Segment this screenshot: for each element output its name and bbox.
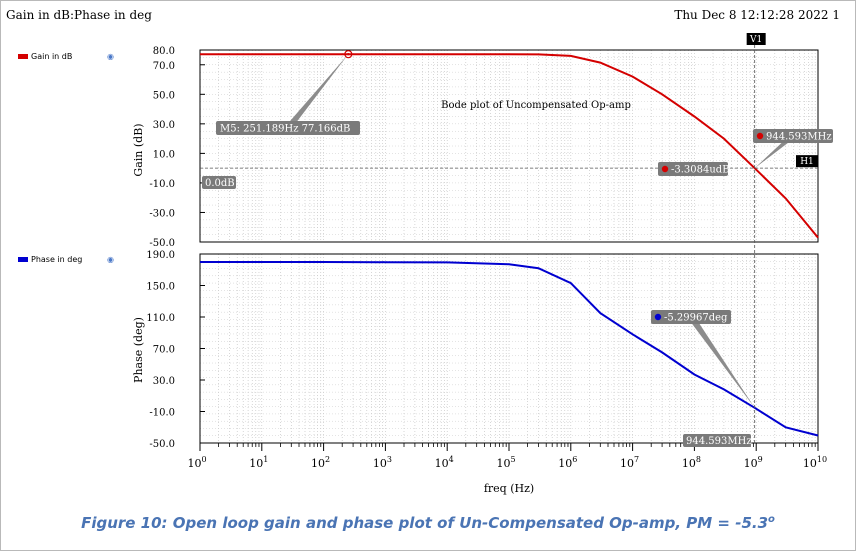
y-tick-label: -10.0 xyxy=(149,179,175,190)
x-tick-label: 104 xyxy=(435,455,454,470)
phase-callout-box xyxy=(651,310,731,324)
h-marker-badge xyxy=(796,155,818,168)
x-tick-label: 107 xyxy=(620,455,639,470)
bode-plot: 80.0 70.0 50.0 30.0 10.0 -10.0 -30.0 -50.0 190.… xyxy=(132,33,833,495)
phase-series xyxy=(200,261,819,437)
y-tick-label: 80.0 xyxy=(153,46,175,57)
y-tick-label: -50.0 xyxy=(149,238,175,249)
x-tick-label: 100 xyxy=(187,455,206,470)
series-line xyxy=(200,261,819,437)
phase-callout-pointer xyxy=(687,317,755,408)
phase-y-axis-label: Phase (deg) xyxy=(132,317,145,383)
x-tick-label: 106 xyxy=(558,455,577,470)
x-tick-label: 103 xyxy=(373,455,392,470)
x-axis-label: freq (Hz) xyxy=(484,482,534,495)
m5-callout-label: M5: 251.189Hz 77.166dB xyxy=(220,124,350,135)
legend-gain[interactable]: Gain in dB ◉ xyxy=(18,52,114,61)
y-tick-label: 30.0 xyxy=(153,120,175,131)
phase-axes: 190.0 150.0 110.0 70.0 30.0 -10.0 -50.0 xyxy=(146,250,819,450)
y-tick-label: 50.0 xyxy=(153,90,175,101)
m5-marker-dot xyxy=(347,52,350,56)
window-title: Gain in dB:Phase in deg xyxy=(6,8,152,22)
x-tick-label: 105 xyxy=(496,455,515,470)
gain-freq-callout-pointer xyxy=(754,136,797,169)
x-tick-label: 108 xyxy=(682,455,701,470)
h-marker-label: H1 xyxy=(800,157,814,167)
legend-phase[interactable]: Phase in deg ◉ xyxy=(18,255,114,264)
y-tick-label: -50.0 xyxy=(149,439,175,450)
y-tick-label: 70.0 xyxy=(153,345,175,356)
legend-swatch-phase xyxy=(18,257,28,262)
x-tick-label: 101 xyxy=(249,455,268,470)
caption-degree: o xyxy=(768,514,775,525)
x-tick-label: 109 xyxy=(744,455,763,470)
phase-callout-dot xyxy=(654,313,662,321)
y-tick-label: 190.0 xyxy=(146,250,175,261)
gain-value-callout-dot xyxy=(661,165,669,173)
gain-series xyxy=(200,53,819,239)
hline-label-box xyxy=(202,176,236,189)
gain-value-callout-label: -3.3084udB xyxy=(671,165,730,176)
phase-callout-label: -5.29967deg xyxy=(664,313,728,324)
chart-title: Bode plot of Uncompensated Op-amp xyxy=(441,100,631,111)
y-tick-label: 150.0 xyxy=(146,282,175,293)
gain-freq-callout-box xyxy=(753,129,833,143)
y-tick-label: 30.0 xyxy=(153,376,175,387)
phase-grid xyxy=(199,253,818,444)
m5-callout-box xyxy=(216,121,360,135)
caption-text: Figure 10: Open loop gain and phase plot… xyxy=(81,514,769,532)
timestamp: Thu Dec 8 12:12:28 2022 1 xyxy=(674,8,840,22)
eye-icon[interactable]: ◉ xyxy=(107,52,114,61)
v-marker-label: V1 xyxy=(749,35,762,45)
gain-value-callout-box xyxy=(658,162,728,176)
gain-grid xyxy=(199,49,818,243)
y-tick-label: -10.0 xyxy=(149,408,175,419)
annotations: V1 H1 M5: 251.189Hz 77.166dB 0.0dB 944.593MH… xyxy=(200,33,833,447)
y-tick-label: 70.0 xyxy=(153,61,175,72)
legend-label-gain: Gain in dB xyxy=(31,52,73,61)
x-axis: 100 101 102 103 104 105 106 107 108 109 1010 xyxy=(187,443,827,470)
gain-freq-callout-label: 944.593MHz xyxy=(766,132,832,143)
gain-axes: 80.0 70.0 50.0 30.0 10.0 -10.0 -30.0 -50.0 xyxy=(149,46,819,249)
figure-caption: Figure 10: Open loop gain and phase plot… xyxy=(0,514,856,532)
y-tick-label: 110.0 xyxy=(146,313,175,324)
hline-label: 0.0dB xyxy=(205,178,235,189)
phase-freq-box xyxy=(683,434,751,447)
y-tick-label: 10.0 xyxy=(153,149,175,160)
m5-marker xyxy=(344,50,353,59)
legend-label-phase: Phase in deg xyxy=(31,255,83,264)
y-tick-label: -30.0 xyxy=(149,208,175,219)
x-tick-label: 102 xyxy=(311,455,330,470)
legend-swatch-gain xyxy=(18,54,28,59)
v-marker-badge xyxy=(746,33,766,45)
gain-y-axis-label: Gain (dB) xyxy=(132,123,145,176)
x-tick-label: 1010 xyxy=(803,455,827,470)
phase-freq-label: 944.593MHz xyxy=(686,436,752,447)
m5-callout-pointer xyxy=(284,54,349,128)
eye-icon[interactable]: ◉ xyxy=(107,255,114,264)
plot-area xyxy=(199,49,819,243)
series-line xyxy=(200,53,819,239)
gain-freq-callout-dot xyxy=(756,132,764,140)
